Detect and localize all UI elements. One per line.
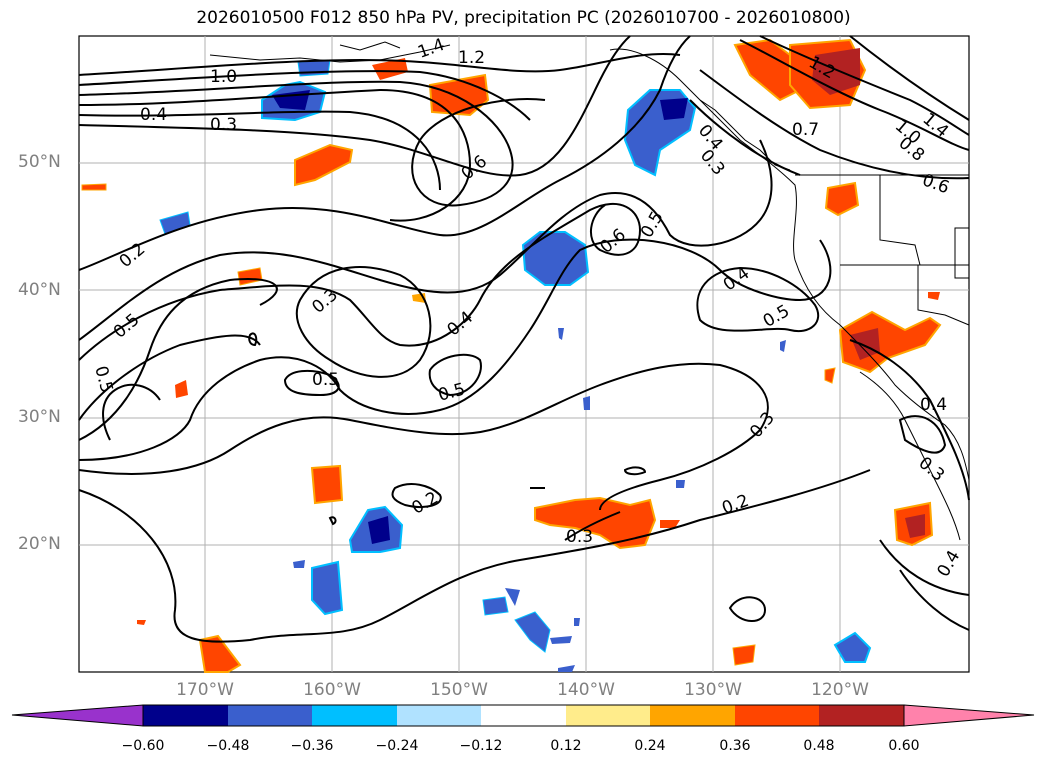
colorbar-tick-label: −0.60 [121, 738, 165, 754]
colorbar-tick-label: 0.12 [550, 738, 582, 754]
contour-label: 0.4 [140, 105, 167, 125]
colorbar-segment [566, 705, 650, 726]
contour-label: 0.5 [312, 370, 339, 390]
contour-label: 0.3 [210, 115, 237, 135]
colorbar-segment [143, 705, 228, 726]
colorbar-tick-label: −0.36 [290, 738, 334, 754]
colorbar-tick-label: 0.60 [888, 738, 920, 754]
colorbar-tick-label: −0.48 [206, 738, 250, 754]
lon-label: 150°W [430, 680, 488, 700]
precip-positive-areas [81, 38, 942, 673]
colorbar-segment [735, 705, 819, 726]
lon-label: 170°W [176, 680, 234, 700]
colorbar-tick-label: 0.24 [634, 738, 666, 754]
lat-label: 30°N [18, 407, 61, 427]
colorbar-segment [228, 705, 312, 726]
colorbar-tick-label: 0.48 [803, 738, 835, 754]
colorbar-tick-label: −0.12 [459, 738, 503, 754]
colorbar-segment [650, 705, 735, 726]
contour-label: 1.0 [210, 67, 237, 87]
lat-label: 50°N [18, 152, 61, 172]
contour-label: 1.2 [458, 48, 485, 68]
contour-label: 0.3 [566, 527, 593, 547]
contour-label: 0.7 [792, 120, 819, 140]
coastlines [209, 41, 970, 541]
colorbar-segment [819, 705, 904, 726]
map-title: 2026010500 F012 850 hPa PV, precipitatio… [196, 8, 851, 28]
lon-label: 120°W [811, 680, 869, 700]
contour-label: 0.4 [920, 395, 947, 415]
map-frame [78, 35, 970, 673]
colorbar [11, 704, 1035, 727]
pv-contours [78, 35, 970, 643]
colorbar-segment [312, 705, 397, 726]
lon-label: 160°W [303, 680, 361, 700]
colorbar-tick-label: −0.24 [375, 738, 419, 754]
colorbar-extend-high [903, 704, 1035, 727]
lat-label: 20°N [18, 534, 61, 554]
lat-label: 40°N [18, 280, 61, 300]
colorbar-segment [397, 705, 481, 726]
colorbar-tick-label: 0.36 [719, 738, 751, 754]
colorbar-extend-low [11, 704, 144, 727]
lon-label: 140°W [557, 680, 615, 700]
lon-label: 130°W [684, 680, 742, 700]
colorbar-segment [481, 705, 566, 726]
